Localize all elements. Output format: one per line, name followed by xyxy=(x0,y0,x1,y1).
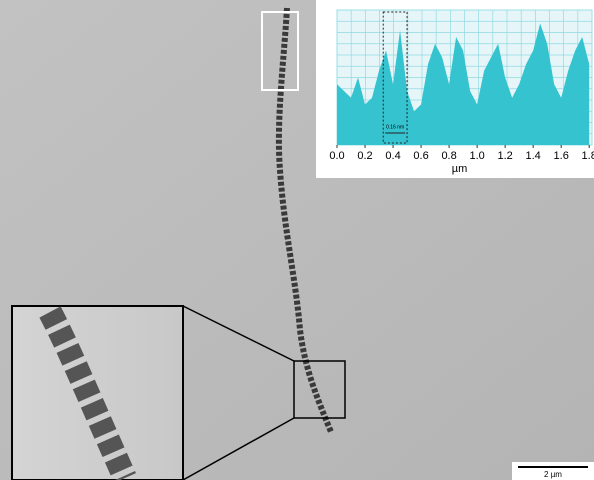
x-tick-label: 0.0 xyxy=(329,150,344,162)
x-tick-label: 1.8 xyxy=(582,150,594,162)
x-tick-label: 1.6 xyxy=(554,150,569,162)
x-tick-label: 0.6 xyxy=(413,150,428,162)
x-tick-label: 0.4 xyxy=(385,150,400,162)
x-tick-label: 1.4 xyxy=(526,150,541,162)
x-tick-label: 0.8 xyxy=(441,150,456,162)
x-tick-label: 0.2 xyxy=(357,150,372,162)
x-tick-label: 1.0 xyxy=(469,150,484,162)
x-axis-label: µm xyxy=(452,163,468,175)
figure: 2 µm 0.16 nm 0.0 0.2 0.4 0.6 0.8 1.0 1.2 1.4 1.6 1… xyxy=(0,0,594,480)
x-tick-label: 1.2 xyxy=(497,150,512,162)
annotation: 0.16 nm xyxy=(386,124,404,130)
scale-bar-label: 2 µm xyxy=(544,470,562,479)
